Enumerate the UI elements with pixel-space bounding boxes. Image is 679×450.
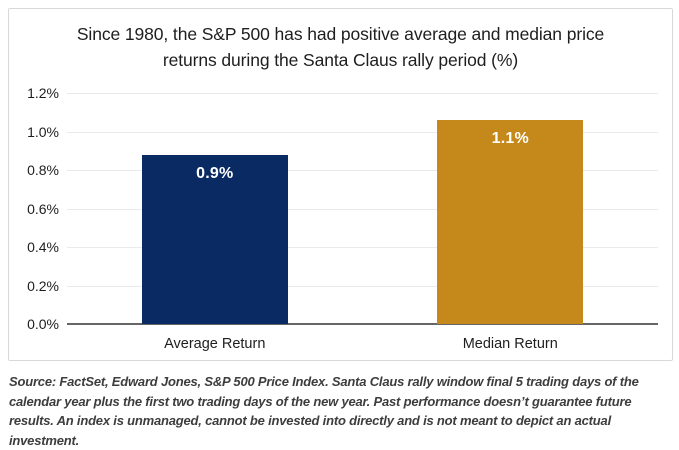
chart-title: Since 1980, the S&P 500 has had positive… bbox=[76, 24, 605, 70]
plot-area: 0.0% 0.2% 0.4% 0.6% 0.8% 1.0% 1.2% 0.9% Average … bbox=[27, 85, 658, 352]
bar-value-label: 0.9% bbox=[196, 164, 234, 182]
chart-image: Since 1980, the S&P 500 has had positive… bbox=[8, 8, 673, 448]
y-axis-tick-label: 0.2% bbox=[27, 277, 59, 294]
chart-card: Since 1980, the S&P 500 has had positive… bbox=[8, 8, 673, 361]
y-axis-tick-label: 0.6% bbox=[27, 200, 59, 217]
gridline bbox=[67, 208, 658, 210]
bar-value-label: 1.1% bbox=[491, 129, 529, 147]
gridline bbox=[67, 170, 658, 171]
bar-median-return: 1.1% bbox=[437, 119, 584, 324]
y-axis-tick-label: 1.0% bbox=[27, 123, 59, 140]
gridline bbox=[67, 247, 658, 248]
source-note: Source: FactSet, Edward Jones, S&P 500 P… bbox=[9, 374, 639, 448]
y-axis-tick-label: 0.0% bbox=[27, 316, 59, 332]
x-axis-category-label: Median Return bbox=[462, 336, 558, 352]
x-axis-line bbox=[67, 323, 658, 325]
x-axis-category-label: Average Return bbox=[164, 336, 266, 352]
y-axis-tick-label: 0.8% bbox=[27, 162, 59, 178]
gridline bbox=[67, 285, 658, 287]
y-axis-tick-label: 1.2% bbox=[27, 85, 59, 101]
gridline bbox=[67, 131, 658, 133]
gridline bbox=[67, 93, 658, 94]
y-axis-tick-label: 0.4% bbox=[27, 239, 59, 255]
bar-average-return: 0.9% bbox=[141, 154, 288, 324]
